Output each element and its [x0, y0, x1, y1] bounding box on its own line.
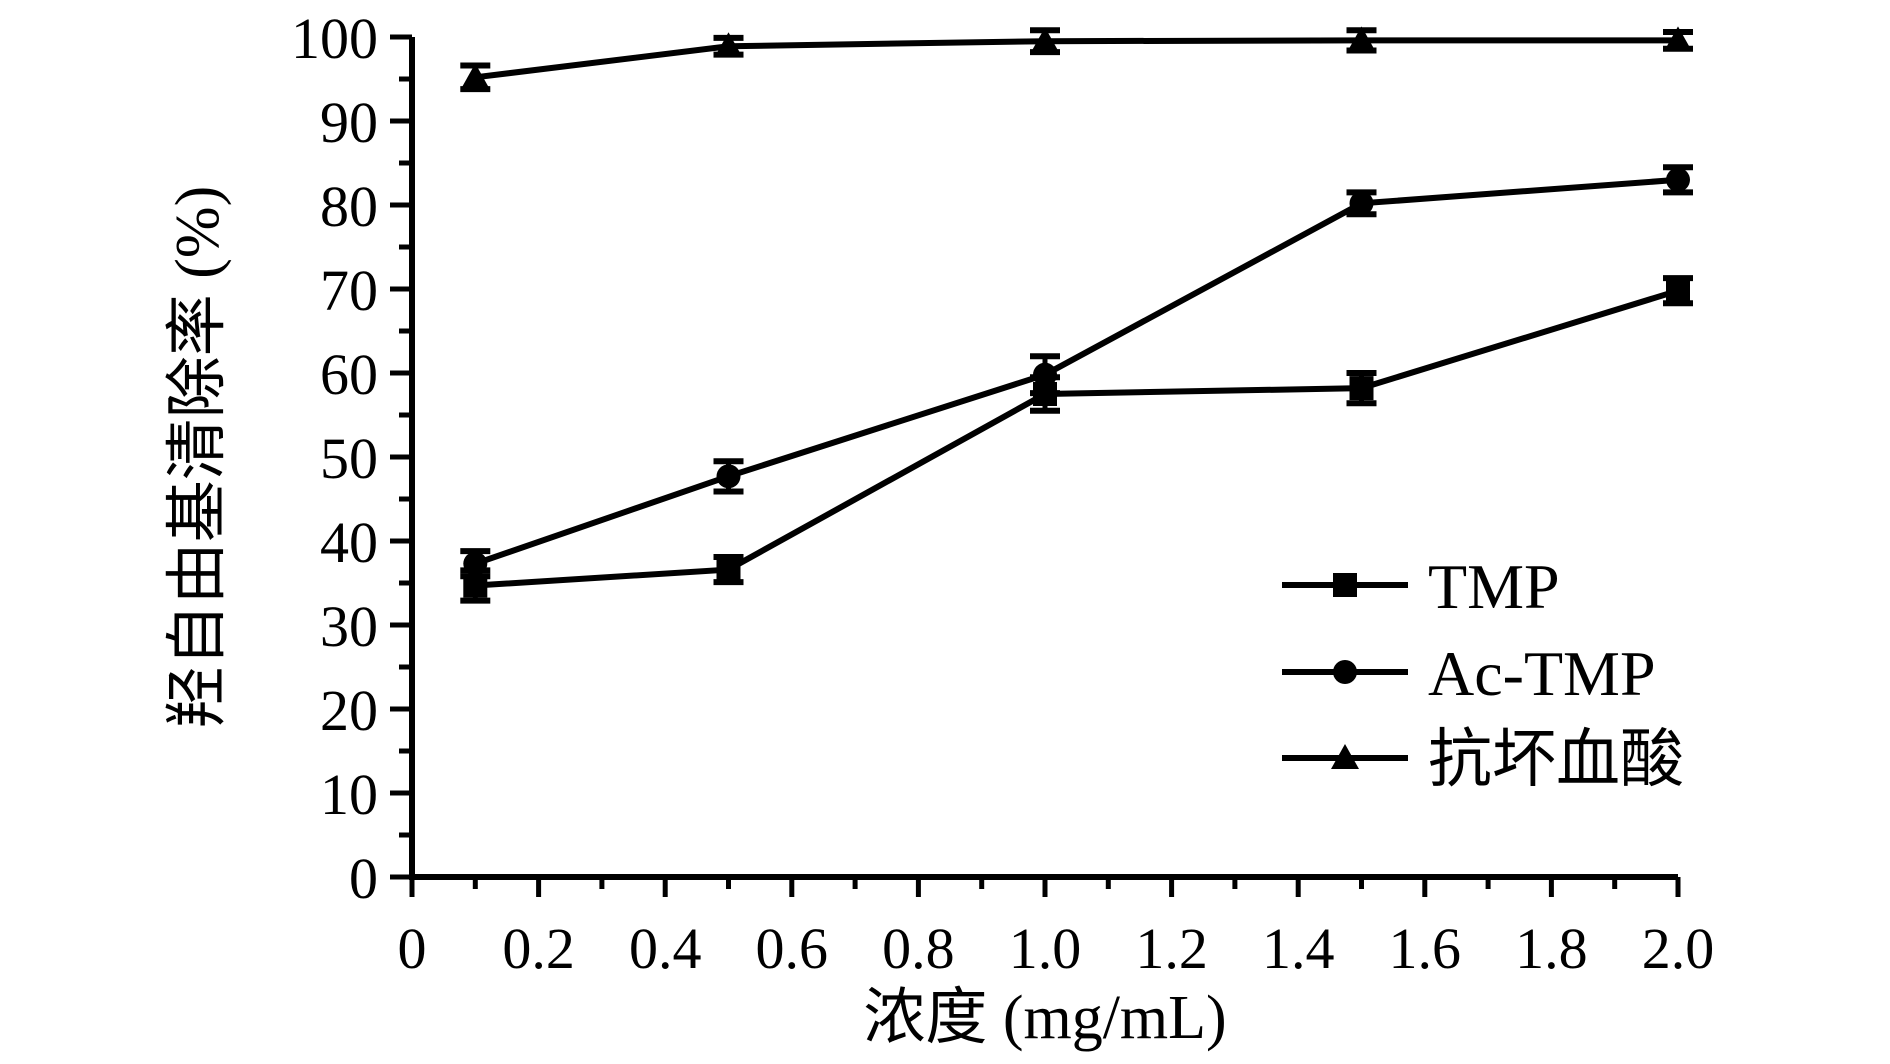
chart-generated-layer: 0 10 20 30 40 50 60 70 80 90 100 0 0.2 0.4 0.6 0.8 1.0 1.…	[291, 6, 1714, 981]
series-line-Ac-TMP	[474, 176, 1679, 567]
square-marker	[716, 557, 741, 582]
y-axis-title: 羟自由基清除率 (%)	[164, 186, 232, 728]
y-tick-label: 70	[320, 258, 378, 323]
legend-item-TMP: TMP	[1282, 551, 1560, 622]
series-line-抗坏血酸	[474, 37, 1678, 81]
y-tick-label: 10	[320, 762, 378, 827]
x-axis-title: 浓度 (mg/mL)	[863, 984, 1226, 1052]
square-marker	[1333, 573, 1357, 597]
legend-label: Ac-TMP	[1428, 638, 1656, 709]
square-marker	[1349, 376, 1374, 401]
x-tick-label: 1.8	[1515, 916, 1588, 981]
series-line-TMP	[475, 287, 1679, 589]
y-tick-label: 90	[320, 90, 378, 155]
x-tick-label: 0.2	[502, 916, 575, 981]
y-tick-label: 0	[349, 846, 378, 911]
y-tick-label: 40	[320, 510, 378, 575]
legend-item-Ac-TMP: Ac-TMP	[1282, 638, 1656, 709]
circle-marker	[716, 464, 741, 489]
y-tick-label: 80	[320, 174, 378, 239]
circle-marker	[1033, 362, 1057, 387]
series-Ac-TMP	[460, 164, 1693, 580]
y-tick-label: 30	[320, 594, 378, 659]
circle-marker	[1349, 191, 1374, 216]
triangle-marker	[714, 32, 743, 58]
y-tick-label: 60	[320, 342, 378, 407]
x-tick-label: 0.6	[756, 916, 829, 981]
x-tick-label: 1.6	[1389, 916, 1462, 981]
circle-marker	[1333, 660, 1357, 684]
legend-label: TMP	[1428, 551, 1560, 622]
circle-marker	[1666, 167, 1690, 192]
legend-item-抗坏血酸: 抗坏血酸	[1282, 724, 1684, 795]
legend-label: 抗坏血酸	[1428, 724, 1684, 795]
triangle-marker	[1347, 26, 1376, 52]
x-tick-label: 1.2	[1135, 916, 1208, 981]
y-tick-label: 100	[291, 6, 378, 71]
x-tick-label: 0.8	[882, 916, 955, 981]
circle-marker	[463, 551, 488, 576]
x-tick-label: 2.0	[1642, 916, 1715, 981]
x-tick-label: 0	[398, 916, 427, 981]
triangle-marker	[461, 63, 490, 89]
y-tick-label: 20	[320, 678, 378, 743]
x-tick-label: 0.4	[629, 916, 702, 981]
square-marker	[1666, 278, 1690, 303]
x-tick-label: 1.0	[1009, 916, 1082, 981]
triangle-marker	[1664, 26, 1692, 52]
triangle-marker	[1031, 27, 1059, 53]
y-tick-label: 50	[320, 426, 378, 491]
triangle-marker	[1331, 744, 1359, 769]
series-抗坏血酸	[460, 26, 1693, 93]
x-tick-label: 1.4	[1262, 916, 1335, 981]
